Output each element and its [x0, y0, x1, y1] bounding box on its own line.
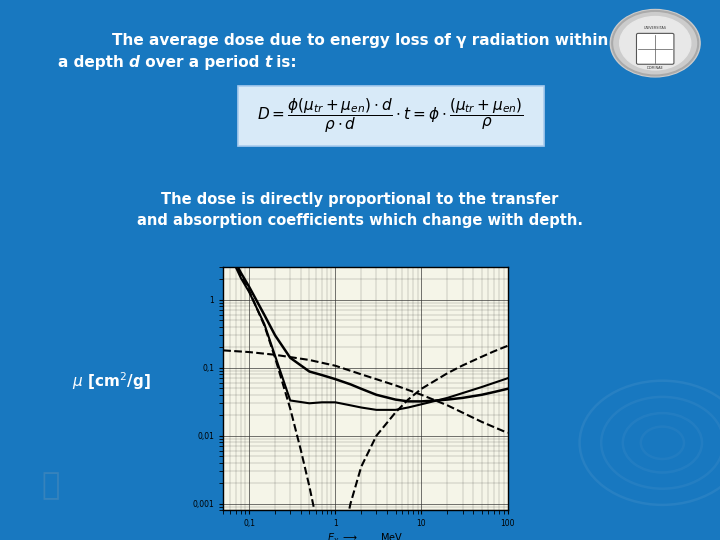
Text: a depth: a depth	[58, 55, 129, 70]
Text: and absorption coefficients which change with depth.: and absorption coefficients which change…	[137, 213, 583, 228]
Text: t: t	[264, 55, 271, 70]
Text: $\mu$ [cm$^2$/g]: $\mu$ [cm$^2$/g]	[72, 370, 151, 392]
Circle shape	[611, 10, 700, 77]
Text: d: d	[129, 55, 140, 70]
Text: over a period: over a period	[140, 55, 264, 70]
Text: is:: is:	[271, 55, 297, 70]
X-axis label: $E_\gamma$ $\longrightarrow$       MeV: $E_\gamma$ $\longrightarrow$ MeV	[328, 531, 403, 540]
Text: $D = \dfrac{\phi(\mu_{tr} + \mu_{en}) \cdot d}{\rho \cdot d} \cdot t = \phi \cdo: $D = \dfrac{\phi(\mu_{tr} + \mu_{en}) \c…	[257, 97, 524, 136]
Text: UNIVERSITAS: UNIVERSITAS	[644, 26, 667, 30]
Text: The average dose due to energy loss of γ radiation within: The average dose due to energy loss of γ…	[112, 33, 608, 48]
Text: ⛪: ⛪	[41, 471, 60, 501]
Text: DOMINAE: DOMINAE	[647, 66, 664, 71]
FancyBboxPatch shape	[238, 86, 544, 146]
FancyBboxPatch shape	[636, 33, 674, 64]
Text: The dose is directly proportional to the transfer: The dose is directly proportional to the…	[161, 192, 559, 207]
Circle shape	[620, 17, 690, 70]
